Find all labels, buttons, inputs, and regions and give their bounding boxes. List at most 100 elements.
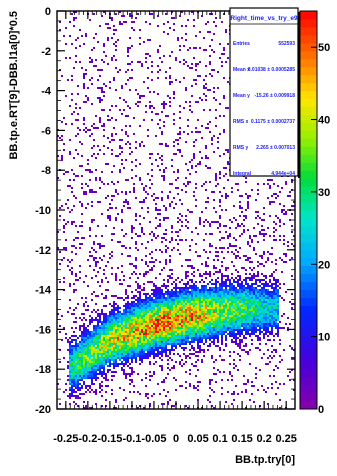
heatmap-cell xyxy=(179,105,181,107)
heatmap-cell xyxy=(109,351,111,353)
heatmap-cell xyxy=(89,387,91,389)
heatmap-cell xyxy=(139,43,141,45)
heatmap-cell xyxy=(107,351,109,353)
heatmap-cell xyxy=(195,293,197,295)
heatmap-cell xyxy=(205,181,207,183)
heatmap-cell xyxy=(75,11,77,13)
heatmap-cell xyxy=(193,195,195,197)
heatmap-cell xyxy=(87,345,89,347)
heatmap-cell xyxy=(225,281,227,283)
heatmap-cell xyxy=(95,275,97,277)
heatmap-cell xyxy=(115,321,117,323)
heatmap-cell xyxy=(173,295,175,297)
heatmap-cell xyxy=(107,331,109,333)
heatmap-cell xyxy=(73,367,75,369)
heatmap-cell xyxy=(207,157,209,159)
heatmap-cell xyxy=(149,221,151,223)
heatmap-cell xyxy=(217,307,219,309)
heatmap-cell xyxy=(197,385,199,387)
heatmap-cell xyxy=(171,333,173,335)
heatmap-cell xyxy=(263,301,265,303)
heatmap-cell xyxy=(113,351,115,353)
heatmap-cell xyxy=(215,301,217,303)
heatmap-cell xyxy=(211,405,213,407)
heatmap-cell xyxy=(251,309,253,311)
heatmap-cell xyxy=(227,161,229,163)
heatmap-cell xyxy=(201,309,203,311)
heatmap-cell xyxy=(121,313,123,315)
heatmap-cell xyxy=(165,347,167,349)
heatmap-cell xyxy=(219,43,221,45)
heatmap-cell xyxy=(171,273,173,275)
heatmap-cell xyxy=(99,313,101,315)
heatmap-cell xyxy=(121,331,123,333)
heatmap-cell xyxy=(149,343,151,345)
heatmap-cell xyxy=(187,275,189,277)
heatmap-cell xyxy=(179,325,181,327)
heatmap-cell xyxy=(87,353,89,355)
heatmap-cell xyxy=(257,289,259,291)
heatmap-cell xyxy=(97,281,99,283)
heatmap-cell xyxy=(163,313,165,315)
heatmap-cell xyxy=(147,355,149,357)
heatmap-cell xyxy=(215,173,217,175)
heatmap-cell xyxy=(133,271,135,273)
heatmap-cell xyxy=(83,83,85,85)
heatmap-cell xyxy=(107,163,109,165)
heatmap-cell xyxy=(69,345,71,347)
heatmap-cell xyxy=(105,329,107,331)
heatmap-cell xyxy=(193,309,195,311)
heatmap-cell xyxy=(71,339,73,341)
heatmap-cell xyxy=(195,289,197,291)
heatmap-cell xyxy=(199,275,201,277)
heatmap-cell xyxy=(191,239,193,241)
heatmap-cell xyxy=(251,189,253,191)
heatmap-cell xyxy=(141,351,143,353)
heatmap-cell xyxy=(159,225,161,227)
heatmap-cell xyxy=(255,297,257,299)
heatmap-cell xyxy=(95,177,97,179)
heatmap-cell xyxy=(141,331,143,333)
heatmap-cell xyxy=(173,145,175,147)
heatmap-cell xyxy=(205,287,207,289)
heatmap-cell xyxy=(257,325,259,327)
heatmap-cell xyxy=(261,255,263,257)
heatmap-cell xyxy=(203,295,205,297)
heatmap-cell xyxy=(229,307,231,309)
heatmap-cell xyxy=(69,373,71,375)
heatmap-cell xyxy=(135,333,137,335)
heatmap-cell xyxy=(117,305,119,307)
heatmap-cell xyxy=(139,163,141,165)
heatmap-cell xyxy=(91,377,93,379)
heatmap-cell xyxy=(231,293,233,295)
heatmap-cell xyxy=(79,61,81,63)
heatmap-cell xyxy=(91,317,93,319)
heatmap-cell xyxy=(169,205,171,207)
heatmap-cell xyxy=(261,323,263,325)
heatmap-cell xyxy=(205,261,207,263)
heatmap-cell xyxy=(133,301,135,303)
heatmap-cell xyxy=(157,383,159,385)
heatmap-cell xyxy=(141,259,143,261)
heatmap-cell xyxy=(91,379,93,381)
heatmap-cell xyxy=(69,307,71,309)
heatmap-cell xyxy=(217,251,219,253)
heatmap-cell xyxy=(205,83,207,85)
heatmap-cell xyxy=(219,271,221,273)
heatmap-cell xyxy=(155,339,157,341)
heatmap-cell xyxy=(161,297,163,299)
heatmap-cell xyxy=(213,339,215,341)
heatmap-cell xyxy=(95,59,97,61)
heatmap-cell xyxy=(101,325,103,327)
heatmap-cell xyxy=(249,291,251,293)
heatmap-cell xyxy=(151,319,153,321)
heatmap-cell xyxy=(103,61,105,63)
heatmap-cell xyxy=(135,307,137,309)
heatmap-cell xyxy=(103,325,105,327)
heatmap-cell xyxy=(71,99,73,101)
heatmap-cell xyxy=(165,355,167,357)
heatmap-cell xyxy=(247,289,249,291)
heatmap-cell xyxy=(65,203,67,205)
heatmap-cell xyxy=(261,331,263,333)
heatmap-cell xyxy=(195,325,197,327)
